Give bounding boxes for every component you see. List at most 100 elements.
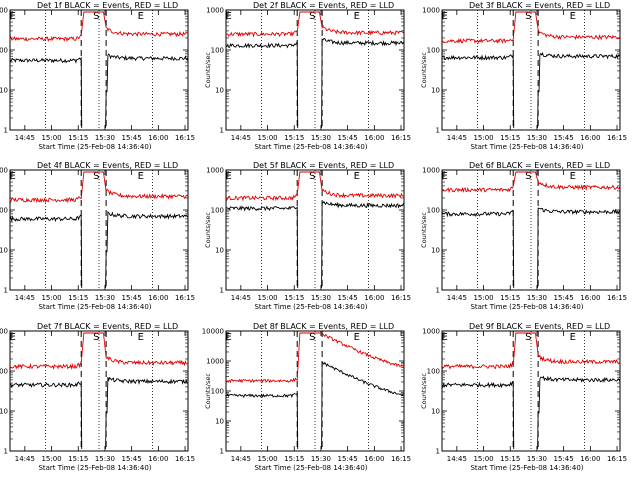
y-tick-label: 1000 [0,167,8,175]
series-line-events [105,53,189,129]
series-line-lld [225,171,405,202]
y-tick-label: 10000 [202,328,224,336]
y-tick-label: 1000 [422,7,440,15]
event-marker-label: E [10,11,16,22]
x-tick-label: 15:00 [41,455,61,463]
y-tick-label: 1 [4,127,8,135]
panel-4: Det 4f BLACK = Events, RED = LLD 1 10 100 10… [0,161,195,311]
series-line-lld [9,171,189,204]
y-tick-label: 10 [215,418,224,426]
panel-2: Det 2f BLACK = Events, RED = LLD 1 10 100 10… [204,1,411,151]
y-tick-label: 100 [211,47,224,55]
series-line-events [225,392,299,450]
y-tick-label: 100 [0,368,8,376]
x-tick-label: 15:15 [500,455,520,463]
panel-6: Det 6f BLACK = Events, RED = LLD 1 10 100 10… [420,161,627,311]
x-tick-label: 15:30 [95,455,115,463]
y-tick-label: 10 [431,247,440,255]
x-tick-label: 15:00 [257,294,277,302]
y-axis-label: Counts/sec [420,52,428,88]
x-axis-label: Start Time (25-Feb-08 14:36:40) [254,464,367,472]
event-marker-label: E [442,11,448,22]
series-line-events [9,56,83,129]
event-marker-label: E [354,332,360,343]
x-tick-label: 16:00 [364,294,384,302]
x-axis-label: Start Time (25-Feb-08 14:36:40) [38,143,151,151]
event-marker-label: E [442,332,448,343]
series-line-lld [441,171,621,194]
series-line-events [225,205,299,289]
x-tick-label: 15:30 [311,294,331,302]
x-tick-label: 16:15 [391,134,411,142]
x-axis-label: Start Time (25-Feb-08 14:36:40) [254,143,367,151]
x-tick-label: 14:45 [447,455,467,463]
y-tick-label: 100 [427,368,440,376]
y-axis-label: Counts/sec [204,212,212,248]
x-tick-label: 15:30 [311,455,331,463]
panel-9: Det 9f BLACK = Events, RED = LLD 1 10 100 10… [420,322,627,472]
panel-title: Det 7f BLACK = Events, RED = LLD [37,322,178,331]
event-marker-label: S [93,332,99,343]
x-tick-label: 15:30 [527,134,547,142]
x-tick-label: 15:45 [554,134,574,142]
y-axis-label: Counts/sec [204,373,212,409]
x-tick-label: 15:15 [284,455,304,463]
event-marker-label: E [10,171,16,182]
event-marker-label: E [226,332,232,343]
y-tick-label: 1 [220,448,224,456]
x-tick-label: 15:00 [41,134,61,142]
y-tick-label: 1000 [206,358,224,366]
series-line-events [537,375,621,450]
x-tick-label: 16:00 [364,134,384,142]
x-tick-label: 14:45 [231,455,251,463]
y-tick-label: 100 [427,47,440,55]
x-tick-label: 15:00 [473,455,493,463]
x-tick-label: 16:15 [607,134,627,142]
y-tick-label: 100 [211,207,224,215]
event-marker-label: S [309,332,315,343]
x-tick-label: 16:15 [175,134,195,142]
x-tick-label: 15:30 [527,455,547,463]
x-tick-label: 15:00 [257,455,277,463]
event-marker-label: S [525,332,531,343]
x-tick-label: 16:00 [364,455,384,463]
event-marker-label: E [570,171,576,182]
event-marker-label: E [442,171,448,182]
panel-title: Det 1f BLACK = Events, RED = LLD [37,1,178,10]
y-axis-label: Counts/sec [204,52,212,88]
panel-title: Det 4f BLACK = Events, RED = LLD [37,161,178,170]
x-tick-label: 15:30 [95,294,115,302]
x-tick-label: 15:45 [122,134,142,142]
event-marker-label: E [226,171,232,182]
x-axis-label: Start Time (25-Feb-08 14:36:40) [38,303,151,311]
event-marker-label: S [525,11,531,22]
panel-title: Det 6f BLACK = Events, RED = LLD [469,161,610,170]
panel-title: Det 2f BLACK = Events, RED = LLD [253,1,394,10]
series-line-lld [9,332,189,371]
x-tick-label: 15:15 [284,134,304,142]
y-tick-label: 10 [431,87,440,95]
y-tick-label: 100 [427,207,440,215]
x-tick-label: 15:30 [95,134,115,142]
x-tick-label: 15:45 [338,294,358,302]
event-marker-label: E [570,11,576,22]
x-axis-label: Start Time (25-Feb-08 14:36:40) [470,143,583,151]
x-tick-label: 15:45 [338,134,358,142]
x-tick-label: 14:45 [447,294,467,302]
y-tick-label: 100 [0,207,8,215]
y-tick-label: 1000 [422,328,440,336]
y-tick-label: 1 [436,127,440,135]
x-tick-label: 14:45 [15,294,35,302]
x-tick-label: 16:00 [148,134,168,142]
x-tick-label: 16:15 [175,294,195,302]
event-marker-label: E [10,332,16,343]
x-tick-label: 16:15 [391,455,411,463]
event-marker-label: E [354,171,360,182]
y-tick-label: 1 [4,287,8,295]
series-line-events [105,376,189,450]
x-tick-label: 15:30 [311,134,331,142]
x-tick-label: 15:00 [473,134,493,142]
panel-8: Det 8f BLACK = Events, RED = LLD 1 10 100 10… [202,322,411,472]
panel-3: Det 3f BLACK = Events, RED = LLD 1 10 100 10… [420,1,627,151]
x-tick-label: 15:15 [500,294,520,302]
